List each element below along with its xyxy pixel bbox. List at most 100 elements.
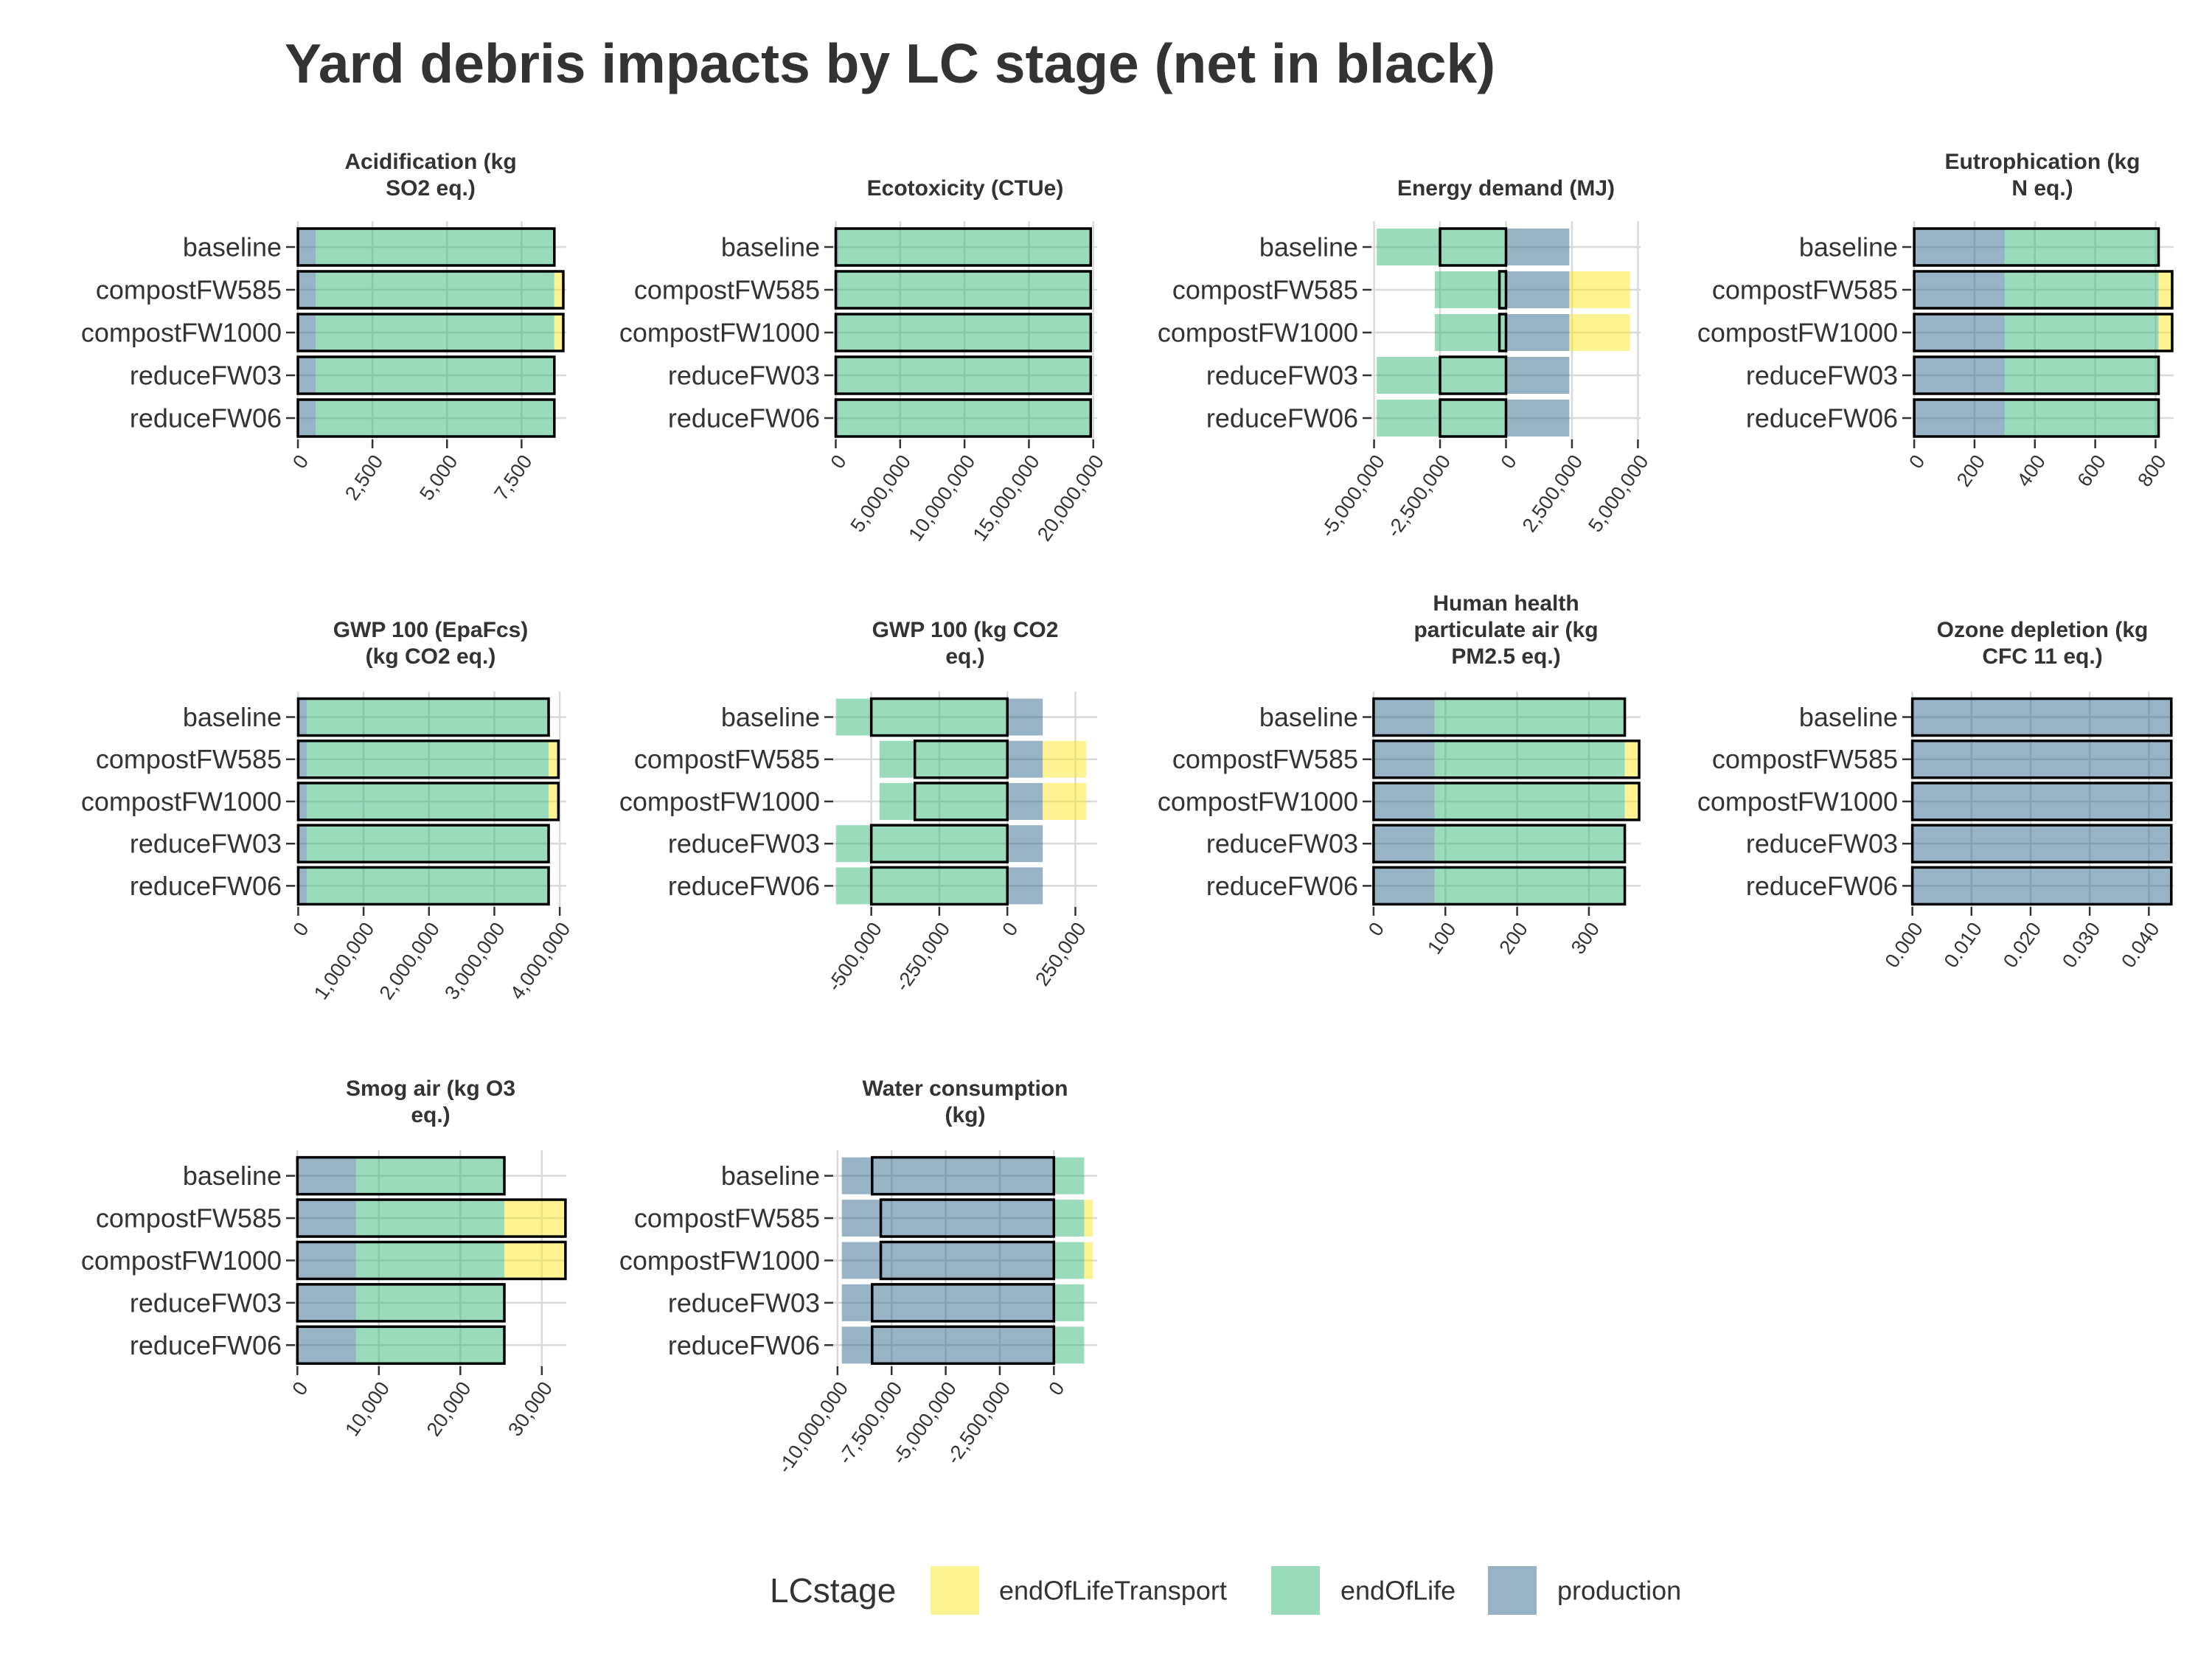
bar-segment-endOfLife <box>1434 314 1506 351</box>
facet-title-line: GWP 100 (kg CO2 <box>872 618 1059 642</box>
bar-segment-endOfLifeTransport <box>554 314 563 351</box>
category-label: reduceFW06 <box>130 1330 282 1360</box>
net-outline-bar <box>1372 739 1641 779</box>
legend-label-endOfLife: endOfLife <box>1340 1576 1455 1606</box>
net-outline-bar <box>1372 824 1627 863</box>
category-label: compostFW1000 <box>81 786 282 816</box>
facet-title-line: Eutrophication (kg <box>1945 150 2140 174</box>
category-label: baseline <box>183 1161 282 1191</box>
net-outline-bar <box>1913 227 2160 267</box>
bar-segment-production <box>1912 867 2171 905</box>
category-label: reduceFW03 <box>130 361 282 391</box>
bar-segment-production <box>1912 698 2171 736</box>
legend-key-endOfLifeTransport <box>931 1566 979 1615</box>
facet-title-line: N eq.) <box>2011 176 2073 201</box>
bar-segment-endOfLifeTransport <box>1569 271 1630 308</box>
category-label: reduceFW06 <box>668 1330 820 1360</box>
bar-segment-production <box>297 1284 356 1321</box>
facet-title-line: Human health <box>1433 591 1579 616</box>
net-outline-bar <box>871 1325 1056 1366</box>
facet-title-line: PM2.5 eq.) <box>1451 644 1560 669</box>
net-outline-bar <box>869 866 1009 906</box>
net-outline-bar <box>913 782 1009 821</box>
category-label: reduceFW03 <box>668 1287 820 1318</box>
bar-segment-production <box>841 1157 1054 1194</box>
facet-title: Eutrophication (kg N eq.) <box>1945 150 2140 201</box>
bar-segment-production <box>1506 400 1570 437</box>
facet-title-line: (kg) <box>945 1103 986 1127</box>
category-label: compostFW1000 <box>81 318 282 348</box>
legend-label-production: production <box>1557 1576 1681 1606</box>
bar-segment-production <box>1506 271 1570 308</box>
bar-segment-endOfLife <box>306 782 549 820</box>
bar-segment-endOfLife <box>1054 1157 1085 1194</box>
bar-segment-production <box>297 1157 356 1194</box>
facet-title: GWP 100 (kg CO2 eq.) <box>872 618 1059 669</box>
bar-segment-endOfLifeTransport <box>504 1200 566 1237</box>
category-label: baseline <box>721 702 820 732</box>
net-outline-bar <box>296 782 560 821</box>
bar-segment-endOfLifeTransport <box>1084 1200 1093 1237</box>
category-label: baseline <box>1799 232 1898 262</box>
category-label: compostFW1000 <box>1158 786 1358 816</box>
net-outline-bar <box>1913 355 2160 395</box>
legend-key-endOfLife <box>1271 1566 1320 1615</box>
net-outline-bar <box>879 1240 1056 1281</box>
category-label: compostFW1000 <box>1158 318 1358 348</box>
bar-segment-production <box>1912 782 2171 820</box>
bar-segment-endOfLifeTransport <box>1043 740 1087 778</box>
facet-title: Acidification (kg SO2 eq.) <box>344 150 516 201</box>
category-label: reduceFW03 <box>1746 361 1898 391</box>
category-label: baseline <box>1259 702 1358 732</box>
bar-segment-production <box>1912 825 2171 863</box>
category-label: reduceFW03 <box>1206 829 1358 859</box>
bar-segment-endOfLife <box>306 825 549 863</box>
category-label: compostFW585 <box>634 275 820 305</box>
facet-panel: Human health particulate air (kg PM2.5 eq.… <box>1158 591 1641 959</box>
net-outline-bar <box>296 398 556 438</box>
legend-label-endOfLifeTransport: endOfLifeTransport <box>999 1576 1227 1606</box>
facet-title: Human health particulate air (kg PM2.5 eq.… <box>1413 591 1598 669</box>
net-outline-bar <box>1372 697 1627 737</box>
category-label: reduceFW03 <box>130 1287 282 1318</box>
bar-segment-endOfLife <box>2004 314 2159 351</box>
net-outline-bar <box>296 824 550 863</box>
bar-segment-production <box>841 1200 1054 1237</box>
bar-segment-production <box>1007 740 1043 778</box>
category-label: reduceFW06 <box>1746 403 1898 434</box>
bar-segment-production <box>1007 782 1043 820</box>
bar-segment-endOfLife <box>1054 1326 1085 1364</box>
bar-segment-endOfLife <box>355 1284 505 1321</box>
bar-segment-endOfLife <box>1434 271 1506 308</box>
facet-title-line: GWP 100 (EpaFcs) <box>333 618 529 642</box>
bar-segment-production <box>298 357 316 394</box>
bar-segment-endOfLife <box>1377 229 1506 265</box>
category-label: baseline <box>183 232 282 262</box>
net-outline-bar <box>296 739 560 779</box>
legend-title: LCstage <box>770 1571 896 1610</box>
net-outline-bar <box>296 1198 567 1238</box>
facet-title-line: Smog air (kg O3 <box>346 1077 515 1101</box>
category-label: compostFW585 <box>1712 275 1898 305</box>
facet-title: GWP 100 (EpaFcs) (kg CO2 eq.) <box>333 618 529 669</box>
legend-key-production <box>1488 1566 1537 1615</box>
bar-segment-endOfLife <box>1434 740 1625 778</box>
bar-segment-production <box>841 1284 1054 1321</box>
facet-title-line: SO2 eq.) <box>386 176 476 201</box>
net-outline-bar <box>1498 270 1508 310</box>
facet-title-line: Water consumption <box>863 1077 1068 1101</box>
category-label: baseline <box>1799 702 1898 732</box>
net-outline-bar <box>1372 782 1641 821</box>
category-label: reduceFW03 <box>668 829 820 859</box>
bar-segment-endOfLifeTransport <box>1624 782 1640 820</box>
bar-segment-production <box>298 740 307 778</box>
category-label: compostFW585 <box>1712 744 1898 774</box>
bar-segment-endOfLife <box>1054 1242 1085 1279</box>
bar-segment-production <box>298 782 307 820</box>
net-outline-bar <box>296 270 565 310</box>
bar-segment-production <box>1373 698 1435 736</box>
category-label: compostFW585 <box>96 744 282 774</box>
bar-segment-endOfLifeTransport <box>1624 740 1640 778</box>
facet-panels: Acidification (kg SO2 eq.) baseline compost… <box>81 150 2174 1478</box>
